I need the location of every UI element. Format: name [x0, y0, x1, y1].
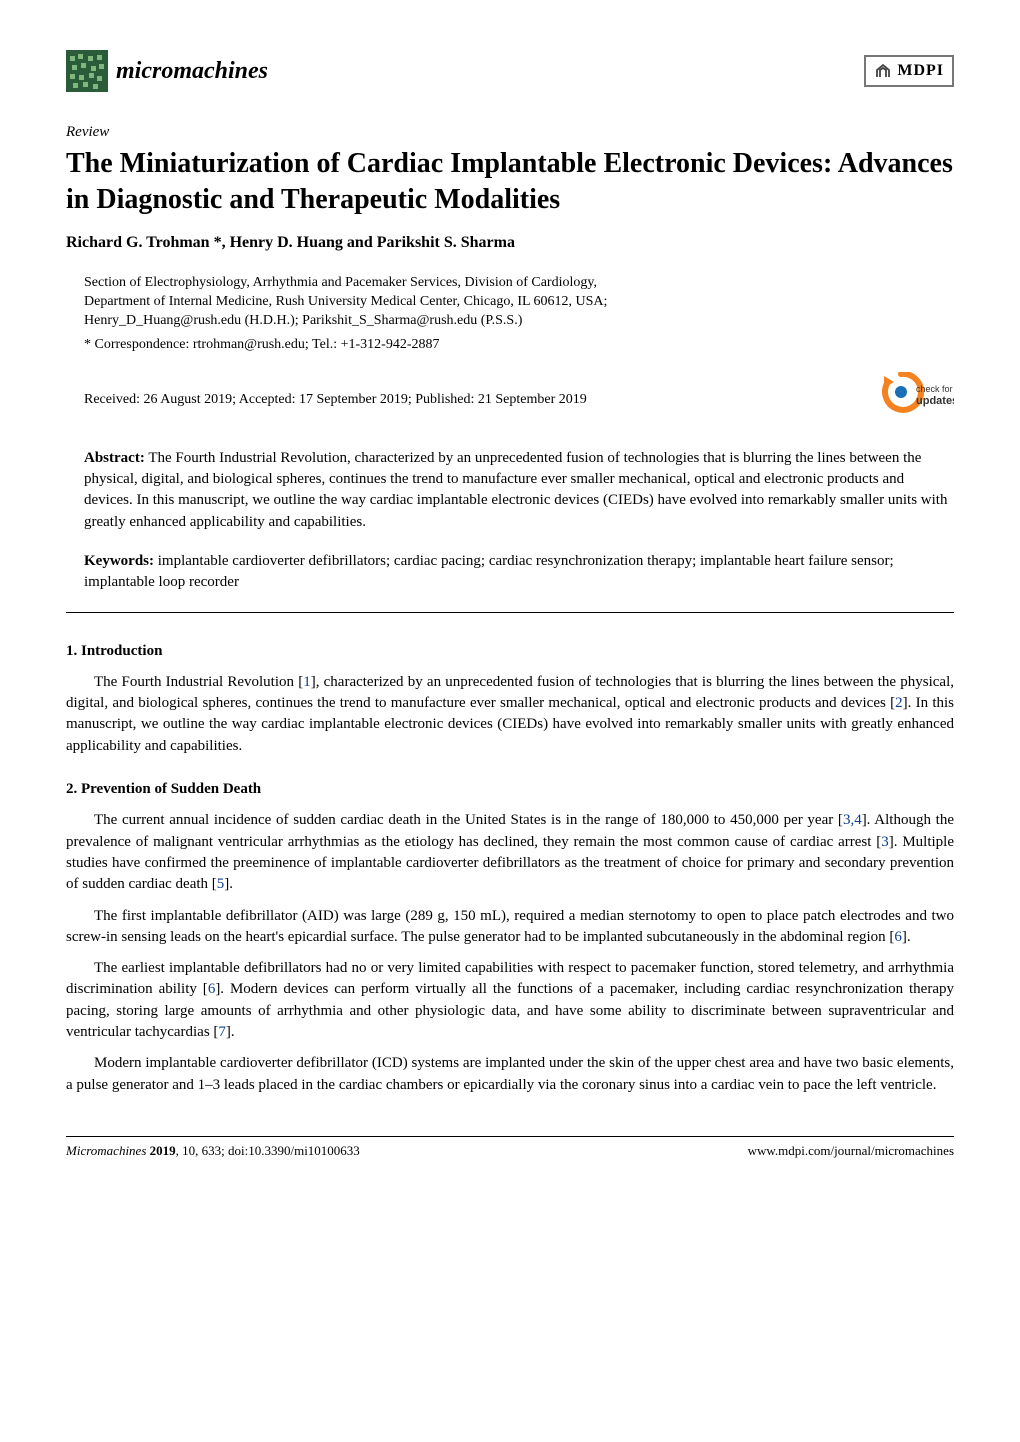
body-paragraph: The earliest implantable defibrillators … [66, 958, 954, 1043]
affiliations: Section of Electrophysiology, Arrhythmia… [84, 273, 954, 331]
abstract-block: Abstract: The Fourth Industrial Revoluti… [84, 448, 954, 533]
body-paragraph: Modern implantable cardioverter defibril… [66, 1053, 954, 1096]
abstract-text: The Fourth Industrial Revolution, charac… [84, 450, 947, 530]
mdpi-publisher-box: MDPI [864, 55, 954, 88]
journal-name: micromachines [116, 54, 268, 88]
affiliation-line: Section of Electrophysiology, Arrhythmia… [84, 273, 954, 292]
dates-row: Received: 26 August 2019; Accepted: 17 S… [84, 372, 954, 427]
para-text: The Fourth Industrial Revolution [ [94, 674, 303, 690]
affiliation-line: Henry_D_Huang@rush.edu (H.D.H.); Pariksh… [84, 311, 954, 330]
article-type: Review [66, 122, 954, 143]
check-for-updates-icon[interactable]: check for updates [876, 372, 954, 427]
authors: Richard G. Trohman *, Henry D. Huang and… [66, 232, 954, 255]
footer-journal: Micromachines [66, 1143, 150, 1158]
mdpi-text: MDPI [897, 60, 944, 83]
footer-left: Micromachines 2019, 10, 633; doi:10.3390… [66, 1142, 360, 1160]
mdpi-logo-icon [874, 62, 892, 80]
keywords-label: Keywords: [84, 553, 154, 569]
svg-text:check for: check for [916, 384, 953, 394]
header-row: micromachines MDPI [66, 50, 954, 92]
section-heading: 2. Prevention of Sudden Death [66, 779, 954, 800]
ref-link[interactable]: 3 [881, 834, 889, 850]
para-text: The current annual incidence of sudden c… [94, 812, 843, 828]
article-dates: Received: 26 August 2019; Accepted: 17 S… [84, 390, 587, 410]
body-paragraph: The current annual incidence of sudden c… [66, 810, 954, 895]
article-title: The Miniaturization of Cardiac Implantab… [66, 146, 954, 218]
para-text: ]. [902, 929, 911, 945]
footer-right: www.mdpi.com/journal/micromachines [748, 1142, 954, 1160]
ref-link[interactable]: 2 [895, 695, 903, 711]
para-text: ]. [224, 876, 233, 892]
svg-text:updates: updates [916, 395, 954, 407]
journal-box: micromachines [66, 50, 268, 92]
abstract-label: Abstract: [84, 450, 145, 466]
para-text: ]. [226, 1024, 235, 1040]
keywords-block: Keywords: implantable cardioverter defib… [84, 551, 954, 594]
footer-citation: , 10, 633; doi:10.3390/mi10100633 [176, 1143, 360, 1158]
ref-link[interactable]: 6 [894, 929, 902, 945]
para-text: The first implantable defibrillator (AID… [66, 908, 954, 945]
correspondence: * Correspondence: rtrohman@rush.edu; Tel… [84, 335, 954, 355]
footer-row: Micromachines 2019, 10, 633; doi:10.3390… [66, 1136, 954, 1160]
body-paragraph: The first implantable defibrillator (AID… [66, 906, 954, 949]
ref-link[interactable]: 7 [218, 1024, 226, 1040]
affiliation-line: Department of Internal Medicine, Rush Un… [84, 292, 954, 311]
section-heading: 1. Introduction [66, 641, 954, 662]
footer-year: 2019 [150, 1143, 176, 1158]
keywords-text: implantable cardioverter defibrillators;… [84, 553, 894, 590]
body-paragraph: The Fourth Industrial Revolution [1], ch… [66, 672, 954, 757]
ref-link[interactable]: 3,4 [843, 812, 862, 828]
abstract-divider [66, 612, 954, 613]
ref-link[interactable]: 1 [303, 674, 311, 690]
micromachines-logo-icon [66, 50, 108, 92]
